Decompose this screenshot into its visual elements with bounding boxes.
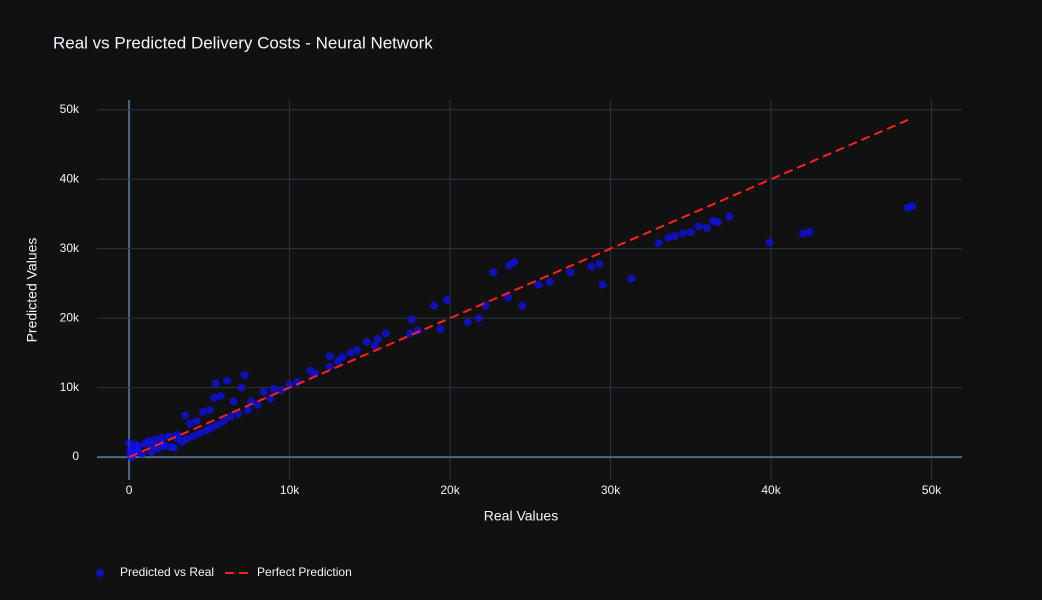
scatter-point [216,391,225,400]
scatter-point [186,419,195,428]
y-tick-label: 0 [72,449,79,463]
scatter-point [170,443,179,452]
scatter-point [799,229,808,238]
scatter-point [277,386,286,395]
scatter-point [149,441,158,450]
scatter-point [463,318,472,327]
scatter-point [765,238,774,247]
scatter-point [405,329,414,338]
scatter-point [436,325,445,334]
scatter-point [362,337,371,346]
legend-label: Predicted vs Real [120,565,214,579]
scatter-point [144,437,153,446]
scatter-point [269,384,278,393]
y-tick-label: 20k [60,310,80,324]
scatter-point [670,232,679,241]
y-tick-label: 50k [60,102,80,116]
scatter-point [195,429,204,438]
scatter-point [654,239,663,248]
scatter-point [134,442,143,451]
x-tick-label: 30k [601,483,621,497]
scatter-point [253,400,262,409]
x-tick-label: 50k [922,483,942,497]
scatter-point [206,423,215,432]
scatter-point [474,314,483,323]
scatter-point [247,397,256,406]
scatter-point [198,407,207,416]
scatter-point [725,212,734,221]
chart-title: Real vs Predicted Delivery Costs - Neura… [53,33,433,52]
scatter-point [442,296,451,305]
scatter-point [285,380,294,389]
scatter-point [587,262,596,271]
scatter-point [510,257,519,266]
scatter-point [694,222,703,231]
scatter-point [210,394,219,403]
x-tick-label: 0 [126,483,133,497]
scatter-point [325,352,334,361]
scatter-point [407,315,416,324]
scatter-point [805,227,814,236]
y-axis-label: Predicted Values [24,238,40,343]
scatter-point [259,387,268,396]
scatter-point [908,202,917,211]
scatter-point [222,376,231,385]
scatter-point [481,301,490,310]
x-tick-label: 40k [761,483,781,497]
scatter-point [370,341,379,350]
scatter-point [373,334,382,343]
scatter-point [678,229,687,238]
scatter-point [205,405,214,414]
scatter-point [229,397,238,406]
scatter-point [352,346,361,355]
scatter-point [595,259,604,268]
scatter-point [219,416,228,425]
scatter-point [346,348,355,357]
scatter-point [664,233,673,242]
scatter-point [518,301,527,310]
scatter-point [430,301,439,310]
scatter-point [192,416,201,425]
scatter-point [147,448,156,457]
scatter-point [381,329,390,338]
scatter-point [545,278,554,287]
scatter-point [534,280,543,289]
scatter-point [234,410,243,419]
scatter-point [237,383,246,392]
scatter-point [702,223,711,232]
scatter-point [686,227,695,236]
scatter-point [598,280,607,289]
scatter-point [489,268,498,277]
scatter-point [503,293,512,302]
scatter-point [150,435,159,444]
scatter-point [243,405,252,414]
scatter-point [181,411,190,420]
scatter-point [338,353,347,362]
y-tick-label: 10k [60,380,80,394]
scatter-point [182,435,191,444]
x-axis-label: Real Values [484,508,558,524]
x-tick-label: 10k [280,483,300,497]
legend-marker [96,569,104,577]
scatter-point [714,218,723,227]
legend-label: Perfect Prediction [257,565,352,579]
scatter-point [566,268,575,277]
reference-line [128,117,912,458]
scatter-point [325,362,334,371]
scatter-point [226,412,235,421]
scatter-point [627,274,636,283]
scatter-point [240,371,249,380]
scatter-point [211,379,220,388]
y-tick-label: 40k [60,171,80,185]
scatter-point [137,450,146,459]
scatter-point [189,432,198,441]
y-tick-label: 30k [60,241,80,255]
scatter-point [213,421,222,430]
scatter-point [125,439,134,448]
x-tick-label: 20k [440,483,460,497]
scatter-point [266,394,275,403]
